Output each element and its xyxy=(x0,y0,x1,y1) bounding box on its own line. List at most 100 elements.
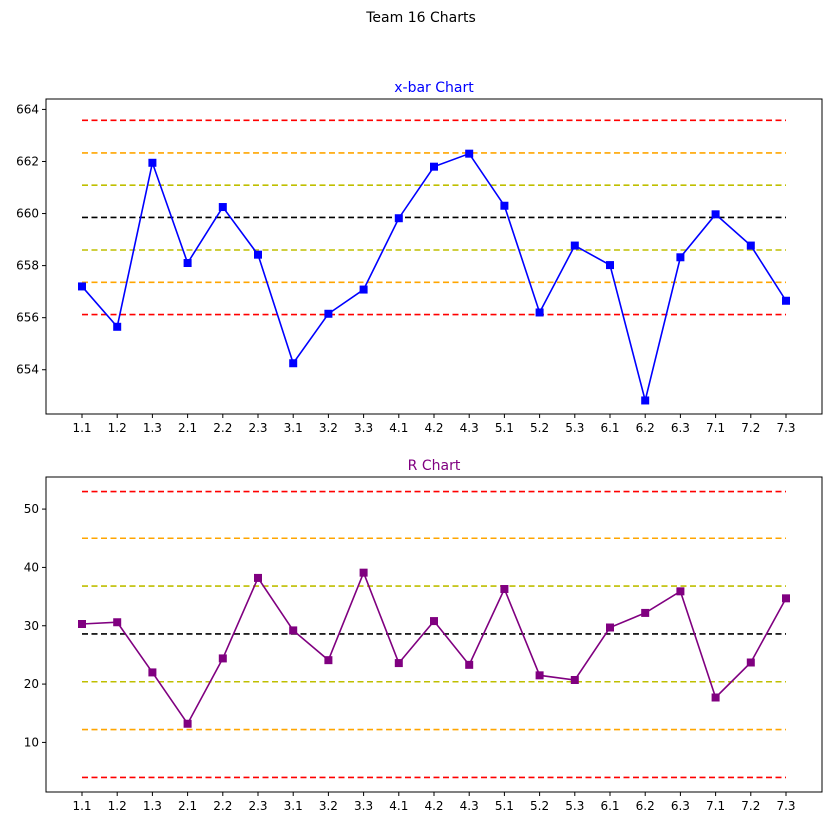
xbar-xtick-label: 5.3 xyxy=(565,421,584,435)
r-ytick-label: 30 xyxy=(24,619,39,633)
xbar-xtick-label: 1.2 xyxy=(108,421,127,435)
xbar-xtick-label: 6.1 xyxy=(600,421,619,435)
xbar-ytick-label: 662 xyxy=(16,154,39,168)
xbar-data-point xyxy=(606,261,614,270)
xbar-data-point xyxy=(324,309,333,318)
r-xtick-label: 3.3 xyxy=(354,799,373,813)
r-xtick-label: 3.1 xyxy=(284,799,303,813)
r-xtick-label: 4.2 xyxy=(424,799,443,813)
r-xtick-label: 5.1 xyxy=(495,799,514,813)
r-ytick-label: 20 xyxy=(24,677,39,691)
r-xtick-label: 2.1 xyxy=(178,799,197,813)
xbar-xtick-label: 7.1 xyxy=(706,421,725,435)
xbar-data-point xyxy=(570,241,579,250)
xbar-xtick-label: 3.2 xyxy=(319,421,338,435)
xbar-xtick-label: 4.1 xyxy=(389,421,408,435)
xbar-ytick-label: 656 xyxy=(16,311,39,325)
r-data-point xyxy=(430,617,438,626)
r-data-point xyxy=(254,573,262,582)
xbar-data-point xyxy=(359,285,368,294)
xbar-data-point xyxy=(676,253,685,262)
xbar-data-point xyxy=(711,210,720,219)
xbar-data-point xyxy=(218,203,227,212)
r-data-point xyxy=(324,656,333,665)
xbar-xtick-label: 7.3 xyxy=(776,421,795,435)
r-data-point xyxy=(606,623,614,632)
xbar-xtick-label: 6.2 xyxy=(636,421,655,435)
r-xtick-label: 3.2 xyxy=(319,799,338,813)
r-xtick-label: 4.1 xyxy=(389,799,408,813)
xbar-chart: x-bar Chart 654 656 658 660 662 664 1.1 1.2 1.3 2… xyxy=(16,80,823,435)
r-xtick-label: 1.3 xyxy=(143,799,162,813)
r-chart-title: R Chart xyxy=(408,458,461,474)
xbar-xtick-label: 7.2 xyxy=(741,421,760,435)
r-data-point xyxy=(183,719,192,728)
r-data-point xyxy=(78,620,86,628)
r-ytick-label: 10 xyxy=(24,735,39,749)
xbar-data-point xyxy=(535,308,544,317)
r-data-point xyxy=(500,585,509,593)
r-xtick-label: 7.2 xyxy=(741,799,760,813)
xbar-xtick-label: 2.1 xyxy=(178,421,197,435)
r-xtick-label: 1.1 xyxy=(72,799,91,813)
xbar-xtick-label: 5.1 xyxy=(495,421,514,435)
r-data-point xyxy=(359,568,368,577)
xbar-data-point xyxy=(641,396,650,405)
xbar-xtick-label: 4.2 xyxy=(424,421,443,435)
xbar-data-point xyxy=(183,259,192,268)
xbar-axes-frame xyxy=(45,98,823,415)
r-xtick-label: 5.3 xyxy=(565,799,584,813)
r-data-point xyxy=(465,660,474,669)
r-xtick-label: 6.3 xyxy=(671,799,690,813)
xbar-series-line xyxy=(81,152,787,401)
r-data-point xyxy=(570,676,579,684)
xbar-xtick-label: 3.3 xyxy=(354,421,373,435)
xbar-data-point xyxy=(782,296,790,305)
xbar-data-point xyxy=(465,149,474,158)
xbar-ytick-label: 658 xyxy=(16,259,39,273)
xbar-xtick-label: 1.1 xyxy=(72,421,91,435)
xbar-xtick-label: 3.1 xyxy=(284,421,303,435)
xbar-data-point xyxy=(500,201,509,210)
r-data-point xyxy=(746,658,755,667)
figure-title: Team 16 Charts xyxy=(365,10,475,26)
xbar-xtick-label: 2.2 xyxy=(213,421,232,435)
r-xtick-label: 7.3 xyxy=(776,799,795,813)
xbar-ytick-label: 654 xyxy=(16,363,39,377)
r-ytick-label: 50 xyxy=(24,502,39,516)
xbar-xtick-label: 1.3 xyxy=(143,421,162,435)
r-data-point xyxy=(641,608,650,617)
r-xtick-label: 2.3 xyxy=(248,799,267,813)
r-xtick-label: 5.2 xyxy=(530,799,549,813)
r-data-point xyxy=(289,626,298,635)
xbar-data-point xyxy=(430,162,438,171)
r-ytick-label: 40 xyxy=(24,560,39,574)
r-xtick-label: 6.2 xyxy=(636,799,655,813)
xbar-ytick-label: 660 xyxy=(16,207,39,221)
r-data-point xyxy=(535,671,544,680)
xbar-xtick-label: 4.3 xyxy=(460,421,479,435)
r-xtick-label: 2.2 xyxy=(213,799,232,813)
r-xtick-label: 7.1 xyxy=(706,799,725,813)
xbar-data-point xyxy=(148,158,157,167)
xbar-data-point xyxy=(289,359,298,368)
r-data-point xyxy=(782,594,790,603)
xbar-chart-title: x-bar Chart xyxy=(394,80,474,96)
xbar-ytick-label: 664 xyxy=(16,102,39,116)
r-chart: R Chart 10 20 30 40 50 1.1 1.2 1.3 2.1 2.2 2.3 3.1 3… xyxy=(24,458,823,813)
xbar-data-point xyxy=(78,282,86,291)
xbar-data-point xyxy=(254,250,262,259)
r-data-point xyxy=(394,659,403,668)
xbar-xtick-label: 2.3 xyxy=(248,421,267,435)
r-data-point xyxy=(113,618,122,627)
xbar-data-point xyxy=(113,322,122,331)
xbar-data-point xyxy=(394,214,403,223)
r-data-point xyxy=(218,654,227,663)
r-xtick-label: 6.1 xyxy=(600,799,619,813)
xbar-xtick-label: 5.2 xyxy=(530,421,549,435)
r-xtick-label: 1.2 xyxy=(108,799,127,813)
r-data-point xyxy=(148,668,157,677)
xbar-data-point xyxy=(746,241,755,250)
r-data-point xyxy=(711,693,720,702)
